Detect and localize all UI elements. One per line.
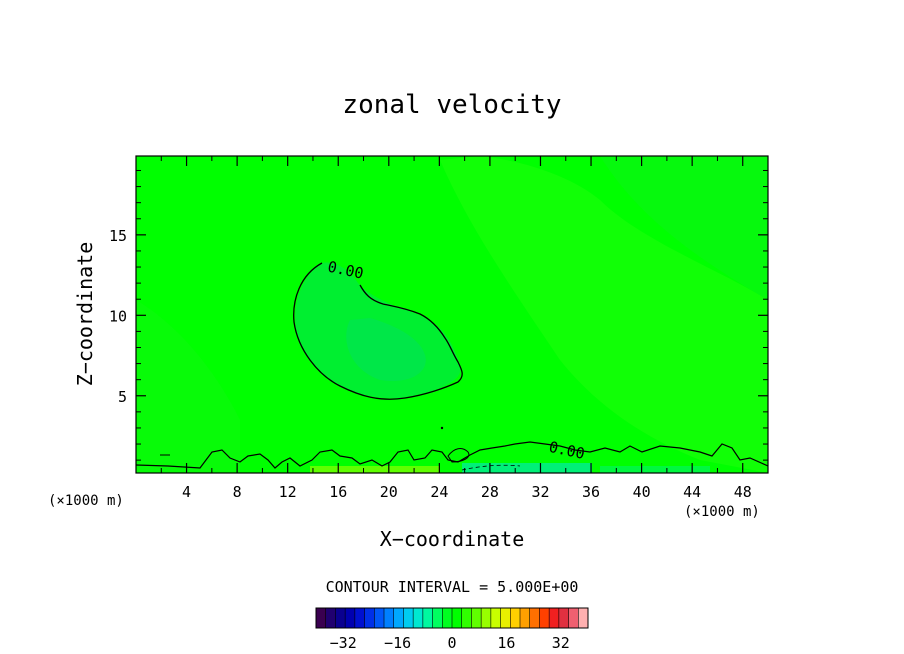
colorbar-swatch bbox=[403, 608, 414, 628]
colorbar-swatch bbox=[422, 608, 433, 628]
x-axis-title: X−coordinate bbox=[380, 527, 525, 551]
colorbar-swatch bbox=[490, 608, 501, 628]
negative-velocity-core bbox=[346, 318, 426, 382]
colorbar-swatch bbox=[364, 608, 375, 628]
x-tick-label: 24 bbox=[430, 483, 448, 501]
colorbar-swatch bbox=[345, 608, 356, 628]
colorbar-tick-labels: −32 −16 0 16 32 bbox=[330, 634, 570, 652]
chart-title: zonal velocity bbox=[342, 90, 561, 120]
colorbar-swatch bbox=[335, 608, 346, 628]
x-tick-label: 12 bbox=[279, 483, 297, 501]
colorbar-swatch bbox=[452, 608, 463, 628]
colorbar-swatch bbox=[549, 608, 560, 628]
colorbar-swatch bbox=[374, 608, 385, 628]
x-axis: 4 8 12 16 20 24 28 32 36 40 44 48 bbox=[160, 156, 752, 501]
colorbar-swatch bbox=[558, 608, 569, 628]
field-shade-diagonal bbox=[440, 156, 768, 473]
contour-dot bbox=[440, 426, 444, 430]
colorbar-swatch bbox=[461, 608, 472, 628]
y-tick-label: 10 bbox=[109, 307, 127, 325]
plot-frame bbox=[135, 155, 769, 474]
x-tick-label: 32 bbox=[531, 483, 549, 501]
colorbar-swatch bbox=[354, 608, 365, 628]
colorbar-swatch bbox=[413, 608, 424, 628]
x-tick-label: 36 bbox=[582, 483, 600, 501]
zero-contour-upper bbox=[293, 262, 463, 400]
colorbar-swatch bbox=[520, 608, 531, 628]
colorbar-frame bbox=[315, 607, 589, 629]
surface-negative-patch-2 bbox=[600, 466, 710, 473]
colorbar-swatch bbox=[384, 608, 395, 628]
y-axis: 5 10 15 bbox=[109, 169, 768, 461]
colorbar-swatch bbox=[432, 608, 443, 628]
x-unit-label-right: (×1000 m) bbox=[684, 504, 760, 520]
zero-contour-surface bbox=[136, 441, 768, 469]
colorbar-swatch bbox=[529, 608, 540, 628]
colorbar-swatch bbox=[471, 608, 482, 628]
y-axis-title: Z−coordinate bbox=[73, 242, 97, 387]
colorbar-swatch bbox=[500, 608, 511, 628]
field-shade-left bbox=[136, 300, 240, 473]
velocity-field bbox=[136, 156, 768, 473]
colorbar-tick-label: 16 bbox=[497, 634, 515, 652]
colorbar-swatch bbox=[393, 608, 404, 628]
colorbar-swatch bbox=[578, 608, 589, 628]
colorbar-tick-label: −32 bbox=[330, 634, 357, 652]
contour-interval-label: CONTOUR INTERVAL = 5.000E+00 bbox=[326, 578, 579, 596]
colorbar-swatch bbox=[325, 608, 336, 628]
y-tick-label: 5 bbox=[118, 388, 127, 406]
x-tick-label: 8 bbox=[233, 483, 242, 501]
field-background bbox=[136, 156, 768, 473]
colorbar-tick-label: 32 bbox=[552, 634, 570, 652]
colorbar-swatch bbox=[316, 608, 327, 628]
colorbar-swatch bbox=[481, 608, 492, 628]
colorbar-tick-label: 0 bbox=[447, 634, 456, 652]
zero-contour-small-loop bbox=[447, 448, 470, 463]
colorbar-swatch bbox=[539, 608, 550, 628]
colorbar-tick-label: −16 bbox=[384, 634, 411, 652]
x-tick-label: 20 bbox=[380, 483, 398, 501]
y-tick-label: 15 bbox=[109, 227, 127, 245]
x-tick-label: 16 bbox=[329, 483, 347, 501]
colorbar-swatch bbox=[568, 608, 579, 628]
colorbar-swatch bbox=[510, 608, 521, 628]
x-tick-label: 28 bbox=[481, 483, 499, 501]
field-shade-upper-right bbox=[600, 156, 768, 300]
surface-positive-patch bbox=[310, 466, 440, 473]
colorbar-swatch bbox=[442, 608, 453, 628]
x-tick-label: 48 bbox=[734, 483, 752, 501]
surface-negative-patch bbox=[462, 463, 592, 473]
colorbar bbox=[315, 607, 589, 629]
x-tick-label: 44 bbox=[683, 483, 701, 501]
x-tick-label: 4 bbox=[182, 483, 191, 501]
x-unit-label-left: (×1000 m) bbox=[48, 493, 124, 509]
x-tick-label: 40 bbox=[633, 483, 651, 501]
